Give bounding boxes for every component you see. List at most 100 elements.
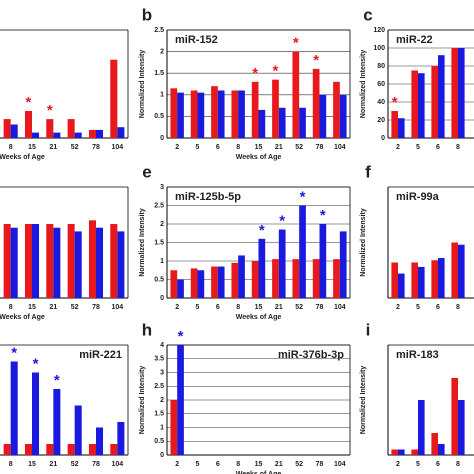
y-tick-label: 0 [160,295,164,302]
x-tick-label: 21 [275,144,283,151]
x-tick-label: 8 [456,144,460,151]
y-tick-label: 0.5 [154,438,164,445]
bar [67,224,75,298]
bar [67,119,75,138]
y-tick-label: 0.5 [154,276,164,283]
x-axis-label: Weeks of Age [0,314,45,321]
bar [10,124,18,138]
bar [197,270,205,298]
bar [10,361,18,455]
significance-mark: * [313,52,319,69]
x-tick-label: 78 [316,304,324,311]
bar [312,68,320,138]
significance-mark: * [259,222,265,239]
x-tick-label: 21 [49,144,57,151]
y-tick-label: 0 [381,135,385,142]
y-tick-label: 1 [160,424,164,431]
x-tick-label: 104 [334,304,346,311]
x-tick-label: 15 [28,461,36,468]
x-tick-label: 78 [316,461,324,468]
x-tick-label: 52 [295,304,303,311]
x-tick-label: 8 [236,461,240,468]
bar [451,378,458,455]
x-tick-label: 2 [175,461,179,468]
y-tick-label: 2.5 [154,383,164,390]
y-axis-label: Normalized Intensity [360,366,367,435]
significance-mark: * [252,65,258,82]
bar [177,345,184,455]
bar [177,92,184,138]
bar [418,400,425,455]
bar [74,132,82,138]
x-tick-label: 5 [196,144,200,151]
bar [258,238,266,298]
x-tick-label: 8 [456,304,460,311]
y-axis-label: Normalized Intensity [139,50,146,119]
y-tick-label: 2 [160,397,164,404]
significance-mark: * [273,63,279,80]
panel-letter: e [142,162,151,181]
significance-mark: * [320,207,326,224]
x-tick-label: 78 [92,144,100,151]
x-tick-label: 52 [71,461,79,468]
bar [53,389,61,455]
x-tick-label: 2 [175,304,179,311]
x-tick-label: 5 [416,144,420,151]
x-tick-label: 21 [49,461,57,468]
y-tick-label: 2 [160,48,164,55]
bar [251,261,259,298]
y-tick-label: 2 [160,221,164,228]
significance-mark: * [54,372,60,389]
panel-letter: b [142,5,152,24]
panel-title: miR-221 [79,349,122,361]
bar [117,422,125,455]
x-axis-label: Weeks of Age [236,154,282,161]
x-tick-label: 8 [236,144,240,151]
y-tick-label: 3.5 [154,356,164,363]
bar [299,205,306,298]
y-tick-label: 1.5 [154,411,164,418]
bar [190,268,198,298]
significance-mark: * [279,213,285,230]
x-tick-label: 15 [255,304,263,311]
x-tick-label: 104 [111,144,123,151]
bar [211,86,218,138]
panel-title: miR-376b-3p [278,349,344,361]
x-tick-label: 52 [295,461,303,468]
y-tick-label: 60 [377,81,385,88]
significance-mark: * [178,328,184,345]
x-tick-label: 6 [436,461,440,468]
bar [258,109,266,138]
y-tick-label: 1.5 [154,239,164,246]
x-tick-label: 2 [175,144,179,151]
x-tick-label: 5 [196,304,200,311]
bar [24,111,32,138]
x-tick-label: 104 [111,461,123,468]
x-tick-label: 8 [456,461,460,468]
panel-title: miR-22 [396,34,433,46]
y-tick-label: 100 [373,45,385,52]
y-tick-label: 4 [160,342,164,349]
significance-mark: * [33,355,39,372]
x-tick-label: 52 [71,304,79,311]
x-tick-label: 8 [9,144,13,151]
y-tick-label: 40 [377,99,385,106]
x-axis-label: Weeks of Age [236,314,282,321]
panel-letter: f [365,162,371,181]
bar [67,444,75,455]
y-tick-label: 80 [377,63,385,70]
panel-title: miR-99a [396,191,440,203]
bar [88,129,96,138]
bar [292,51,300,138]
bar [458,244,465,298]
x-tick-label: 78 [316,144,324,151]
x-tick-label: 6 [436,304,440,311]
bar [458,48,465,138]
significance-mark: * [47,102,53,119]
bar [411,449,418,455]
bar [177,279,184,298]
bar [438,258,445,298]
y-tick-label: 2.5 [154,27,164,34]
bar [110,59,118,139]
